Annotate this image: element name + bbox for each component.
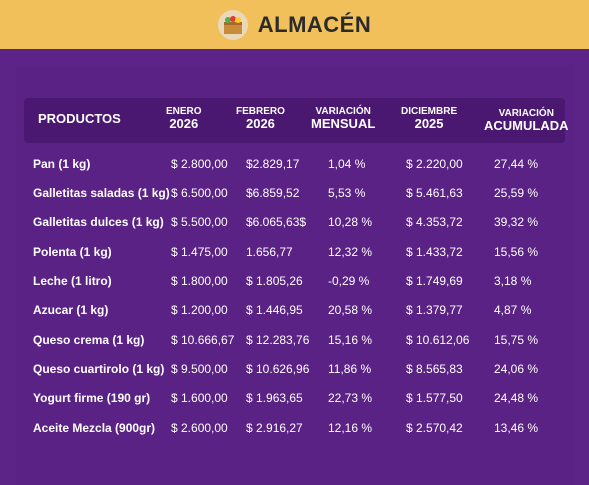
table-row: Leche (1 litro) $ 1.800,00 $ 1.805,26 -0… <box>33 274 532 288</box>
column-header-variacion-mensual: VARIACIÓN MENSUAL <box>311 106 376 131</box>
table-row: Galletitas saladas (1 kg) $ 6.500,00 $6.… <box>33 186 539 200</box>
table-row: Queso crema (1 kg) $ 10.666,67 $ 12.283,… <box>33 333 539 347</box>
title-bar: ALMACÉN <box>0 0 589 49</box>
column-header-variacion-acumulada: VARIACIÓN ACUMULADA <box>484 108 569 133</box>
column-header-enero: ENERO 2026 <box>166 106 202 131</box>
grocery-box-icon <box>217 9 248 40</box>
column-header-febrero: FEBRERO 2026 <box>236 106 285 131</box>
table-header <box>24 98 565 143</box>
table-row: Azucar (1 kg) $ 1.200,00 $ 1.446,95 20,5… <box>33 303 532 317</box>
table-row: Pan (1 kg) $ 2.800,00 $2.829,17 1,04 % $… <box>33 157 539 171</box>
table-row: Polenta (1 kg) $ 1.475,00 1.656,77 12,32… <box>33 245 539 259</box>
table-row: Galletitas dulces (1 kg) $ 5.500,00 $6.0… <box>33 215 539 229</box>
page-title: ALMACÉN <box>257 11 372 37</box>
column-header-products: PRODUCTOS <box>38 111 121 126</box>
column-header-diciembre: DICIEMBRE 2025 <box>401 106 458 131</box>
table-row: Queso cuartirolo (1 kg) $ 9.500,00 $ 10.… <box>33 362 539 376</box>
table-row: Yogurt firme (190 gr) $ 1.600,00 $ 1.963… <box>33 391 539 405</box>
table-row: Aceite Mezcla (900gr) $ 2.600,00 $ 2.916… <box>33 421 539 435</box>
